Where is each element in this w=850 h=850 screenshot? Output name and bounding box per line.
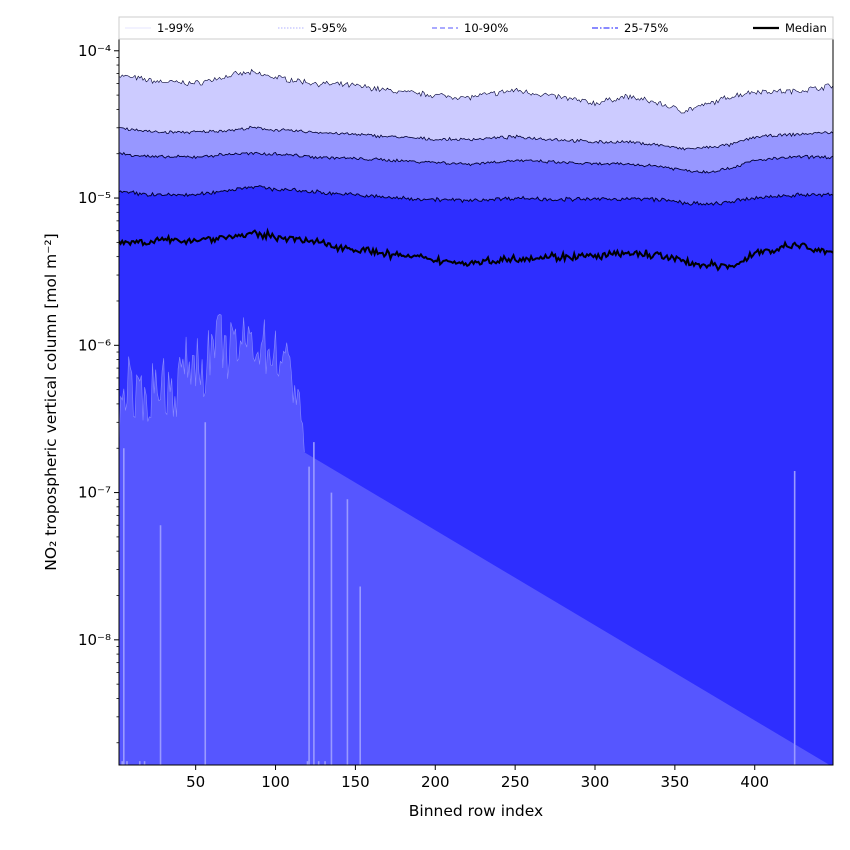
legend: 1-99% 5-95% 10-90% 25-75% Median [118, 16, 834, 40]
y-axis-ticks: 10⁻⁸ 10⁻⁷ 10⁻⁶ 10⁻⁵ 10⁻⁴ [78, 42, 119, 744]
x-axis-ticks: 50 100 150 200 250 300 350 400 [186, 765, 769, 791]
spike-lines [121, 422, 796, 765]
x-tick-label-300: 300 [581, 773, 610, 791]
low-region-edge [119, 313, 305, 453]
legend-label-4: Median [785, 21, 827, 35]
y-tick-label-1: 10⁻⁷ [78, 484, 111, 502]
x-tick-label-350: 350 [661, 773, 690, 791]
y-tick-label-2: 10⁻⁶ [78, 336, 111, 354]
edge-10-90 [119, 151, 833, 174]
x-tick-label-100: 100 [261, 773, 290, 791]
y-tick-label-3: 10⁻⁵ [78, 189, 111, 207]
edge-25-75 [119, 185, 833, 206]
legend-label-0: 1-99% [157, 21, 194, 35]
x-tick-label-150: 150 [341, 773, 370, 791]
legend-label-2: 10-90% [464, 21, 508, 35]
x-tick-label-50: 50 [186, 773, 205, 791]
median-layer [119, 227, 833, 272]
legend-label-1: 5-95% [310, 21, 347, 35]
band-edge-lines [119, 68, 833, 206]
y-axis-label: NO₂ tropospheric vertical column [mol m⁻… [42, 233, 60, 570]
x-tick-label-200: 200 [421, 773, 450, 791]
median-line [119, 227, 833, 272]
x-tick-label-250: 250 [501, 773, 530, 791]
legend-box [118, 16, 834, 40]
low-value-region [119, 313, 830, 765]
low-region-fill [119, 314, 830, 765]
x-tick-label-400: 400 [740, 773, 769, 791]
edge-1-99 [119, 68, 833, 114]
y-tick-label-4: 10⁻⁴ [78, 42, 111, 60]
edge-5-95 [119, 125, 833, 151]
x-axis-label: Binned row index [409, 802, 543, 820]
legend-label-3: 25-75% [624, 21, 668, 35]
y-tick-label-0: 10⁻⁸ [78, 631, 111, 649]
